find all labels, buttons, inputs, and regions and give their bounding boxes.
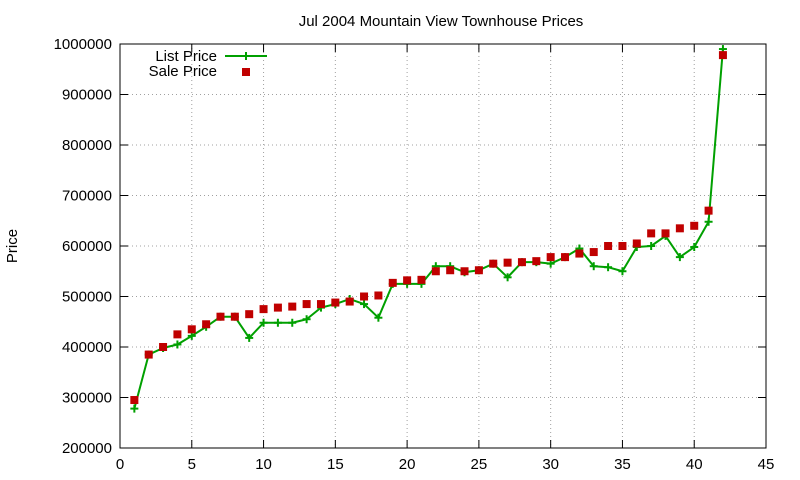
legend-marker-list-price [242, 52, 250, 60]
sale-price-point [460, 267, 469, 276]
x-tick-label: 5 [188, 456, 196, 473]
y-tick-label: 500000 [62, 289, 112, 306]
x-tick-label: 40 [686, 456, 703, 473]
sale-price-point [474, 266, 483, 275]
list-price-point [675, 253, 684, 262]
plot-border [119, 43, 767, 449]
axes: 200000 300000 400000 500000 600000 700000 8000… [54, 36, 775, 473]
list-price-line [133, 48, 724, 409]
list-price-point [604, 263, 613, 272]
list-price-point [302, 315, 311, 324]
legend: List Price Sale Price [149, 48, 267, 80]
legend-label-sale-price: Sale Price [149, 63, 217, 80]
y-tick-label: 600000 [62, 238, 112, 255]
sale-price-point [446, 266, 455, 275]
list-price-point [130, 404, 139, 413]
list-price-point [259, 318, 268, 327]
sale-price-point [632, 239, 641, 248]
legend-marker-sale-price [242, 68, 250, 76]
list-price-point [589, 262, 598, 271]
list-price-point [360, 300, 369, 309]
x-tick-label: 20 [399, 456, 416, 473]
list-price-point [273, 318, 282, 327]
sale-price-point [173, 330, 182, 339]
sale-price-point [661, 229, 670, 238]
list-price-point [704, 217, 713, 226]
list-price-point [245, 333, 254, 342]
sale-price-point [618, 242, 627, 250]
sale-price-point [360, 292, 369, 301]
x-tick-label: 0 [116, 456, 124, 473]
list-price-point [374, 313, 383, 322]
sale-price-point [374, 291, 383, 300]
sale-price-point [302, 300, 311, 309]
sale-price-point [144, 350, 153, 359]
sale-price-point [130, 396, 139, 405]
sale-price-point [345, 297, 354, 306]
y-tick-label: 800000 [62, 137, 112, 154]
sale-price-point [245, 310, 254, 319]
y-tick-label: 1000000 [54, 36, 112, 53]
sale-price-point [704, 206, 713, 215]
sale-price-point [489, 259, 498, 268]
x-tick-label: 10 [255, 456, 272, 473]
list-price-point [618, 267, 627, 276]
y-axis-label: Price [4, 229, 21, 263]
sale-price-point [532, 257, 541, 266]
legend-label-list-price: List Price [155, 48, 217, 65]
list-price-point [503, 273, 512, 282]
x-tick-label: 45 [758, 456, 775, 473]
legend-plus-marker [242, 52, 250, 60]
y-tick-label: 700000 [62, 188, 112, 205]
sale-price-point [403, 276, 412, 285]
sale-price-point [417, 275, 426, 284]
sale-price-point [589, 248, 598, 257]
sale-price-point [259, 305, 268, 314]
sale-price-point [316, 300, 325, 309]
sale-price-point [187, 325, 196, 334]
y-tick-label: 200000 [62, 440, 112, 457]
sale-price-point [647, 229, 656, 238]
sale-price-point [273, 303, 282, 312]
sale-price-point [202, 320, 211, 329]
data-series [130, 45, 727, 413]
list-price-point [690, 243, 699, 252]
sale-price-point [561, 253, 570, 262]
x-tick-label: 25 [471, 456, 488, 473]
list-price-point [647, 242, 656, 250]
sale-price-point [388, 278, 397, 287]
sale-price-point [288, 302, 297, 311]
sale-price-point [230, 312, 239, 321]
x-tick-label: 30 [542, 456, 559, 473]
x-tick-label: 35 [614, 456, 631, 473]
list-price-point [288, 318, 297, 327]
y-tick-label: 900000 [62, 87, 112, 104]
sale-price-point [517, 258, 526, 267]
sale-price-point [604, 242, 613, 250]
sale-price-point [718, 51, 727, 60]
y-tick-label: 300000 [62, 390, 112, 407]
sale-price-point [331, 298, 340, 307]
sale-price-point [159, 343, 168, 351]
sale-price-point [431, 267, 440, 276]
grid-lines [120, 44, 766, 448]
sale-price-point [690, 221, 699, 230]
list-price-point [173, 340, 182, 349]
sale-price-point [546, 253, 555, 262]
x-tick-label: 15 [327, 456, 344, 473]
sale-price-point [675, 224, 684, 233]
sale-price-point [575, 249, 584, 258]
sale-price-point [216, 312, 225, 321]
chart-title: Jul 2004 Mountain View Townhouse Prices [299, 13, 584, 30]
y-tick-label: 400000 [62, 339, 112, 356]
sale-price-point [503, 258, 512, 267]
